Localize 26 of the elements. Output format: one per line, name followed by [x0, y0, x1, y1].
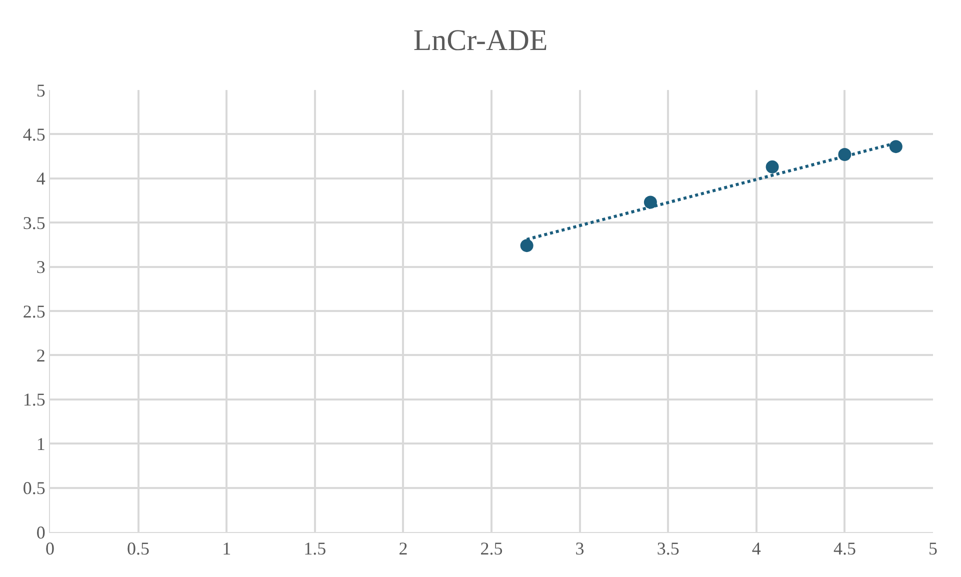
- point: [644, 196, 657, 209]
- point: [889, 140, 902, 154]
- point: [766, 160, 779, 174]
- x-tick-label: 3: [575, 538, 584, 559]
- y-tick-label: 0.5: [22, 478, 46, 498]
- y-tick-label: 3.5: [22, 212, 46, 233]
- x-tick-label: 0.5: [127, 538, 150, 559]
- y-tick-label: 0: [36, 522, 46, 542]
- x-tick-label: 1: [222, 538, 232, 559]
- y-tick-label: 1.5: [22, 390, 46, 410]
- point: [520, 239, 534, 252]
- x-tick-label: 2.5: [480, 538, 503, 559]
- x-tick-label: 4: [752, 538, 761, 559]
- y-tick-label: 2.5: [22, 301, 46, 322]
- y-tick-label: 4: [36, 168, 46, 189]
- y-tick-label: 4.5: [22, 124, 46, 144]
- x-tick-label: 3.5: [656, 538, 680, 559]
- y-tick-label: 2: [36, 346, 46, 366]
- y-tick-label: 5: [36, 80, 46, 100]
- x-tick-label: 5: [928, 538, 938, 559]
- chart-title: LnCr-ADE: [413, 24, 548, 57]
- x-tick-label: 1.5: [304, 538, 326, 559]
- x-tick-label: 4.5: [833, 538, 856, 559]
- x-tick-label: 2: [398, 538, 408, 559]
- y-tick-label: 3: [36, 257, 46, 278]
- y-tick-label: 1: [36, 434, 46, 454]
